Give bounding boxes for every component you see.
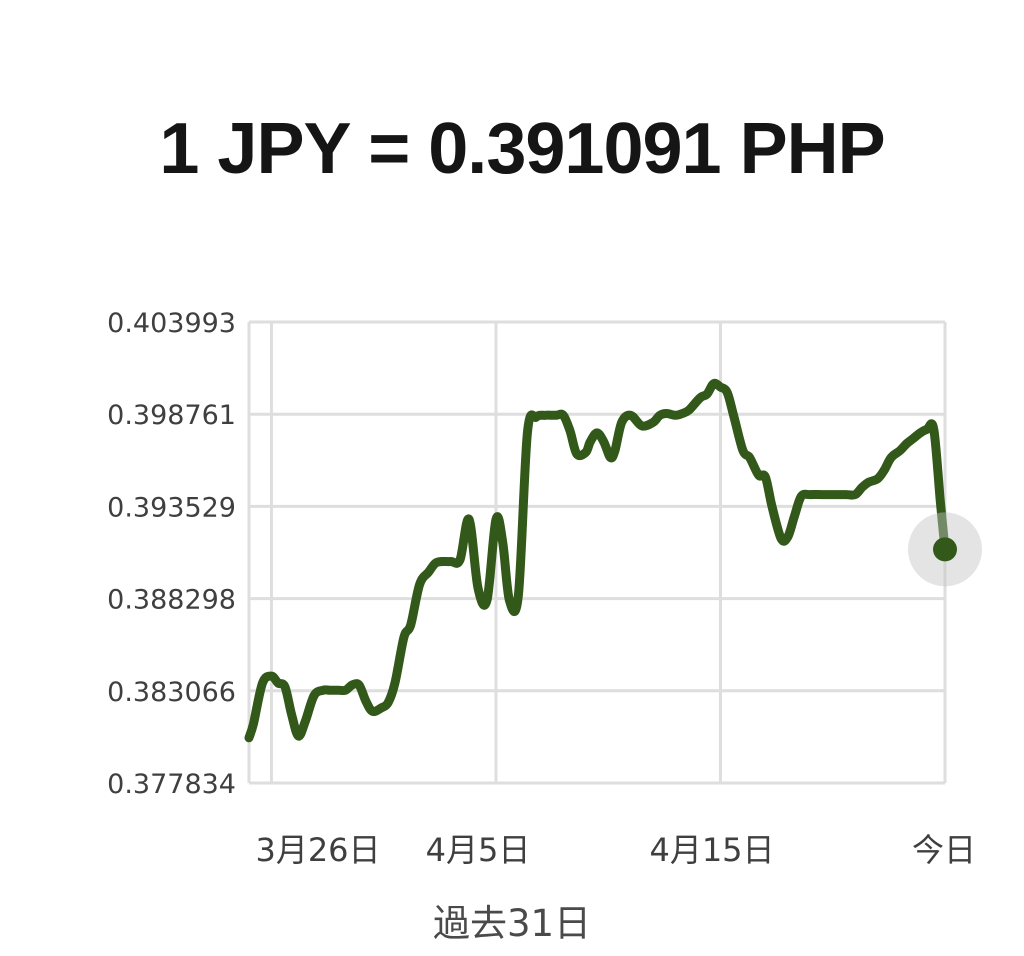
series-line (244, 378, 950, 743)
y-tick-label: 0.388298 (107, 585, 236, 616)
y-tick-label: 0.383066 (107, 677, 236, 708)
x-tick-label: 4月15日 (649, 831, 774, 869)
x-tick-label: 今日 (912, 831, 976, 869)
y-tick-label: 0.393529 (107, 492, 236, 523)
x-axis-ticks: 3月26日 4月5日 4月15日 今日 (255, 831, 976, 869)
y-tick-label: 0.398761 (107, 400, 236, 431)
x-tick-label: 3月26日 (255, 831, 380, 869)
y-axis-ticks: 0.403993 0.398761 0.393529 0.388298 0.383066… (107, 308, 236, 800)
current-point-marker[interactable] (933, 537, 957, 562)
x-tick-label: 4月5日 (426, 831, 531, 869)
x-axis-label: 過去31日 (433, 902, 591, 945)
y-tick-label: 0.403993 (107, 308, 236, 339)
exchange-rate-title: 1 JPY = 0.391091 PHP (159, 109, 885, 189)
y-tick-label: 0.377834 (107, 769, 236, 800)
chart-grid (247, 320, 947, 785)
